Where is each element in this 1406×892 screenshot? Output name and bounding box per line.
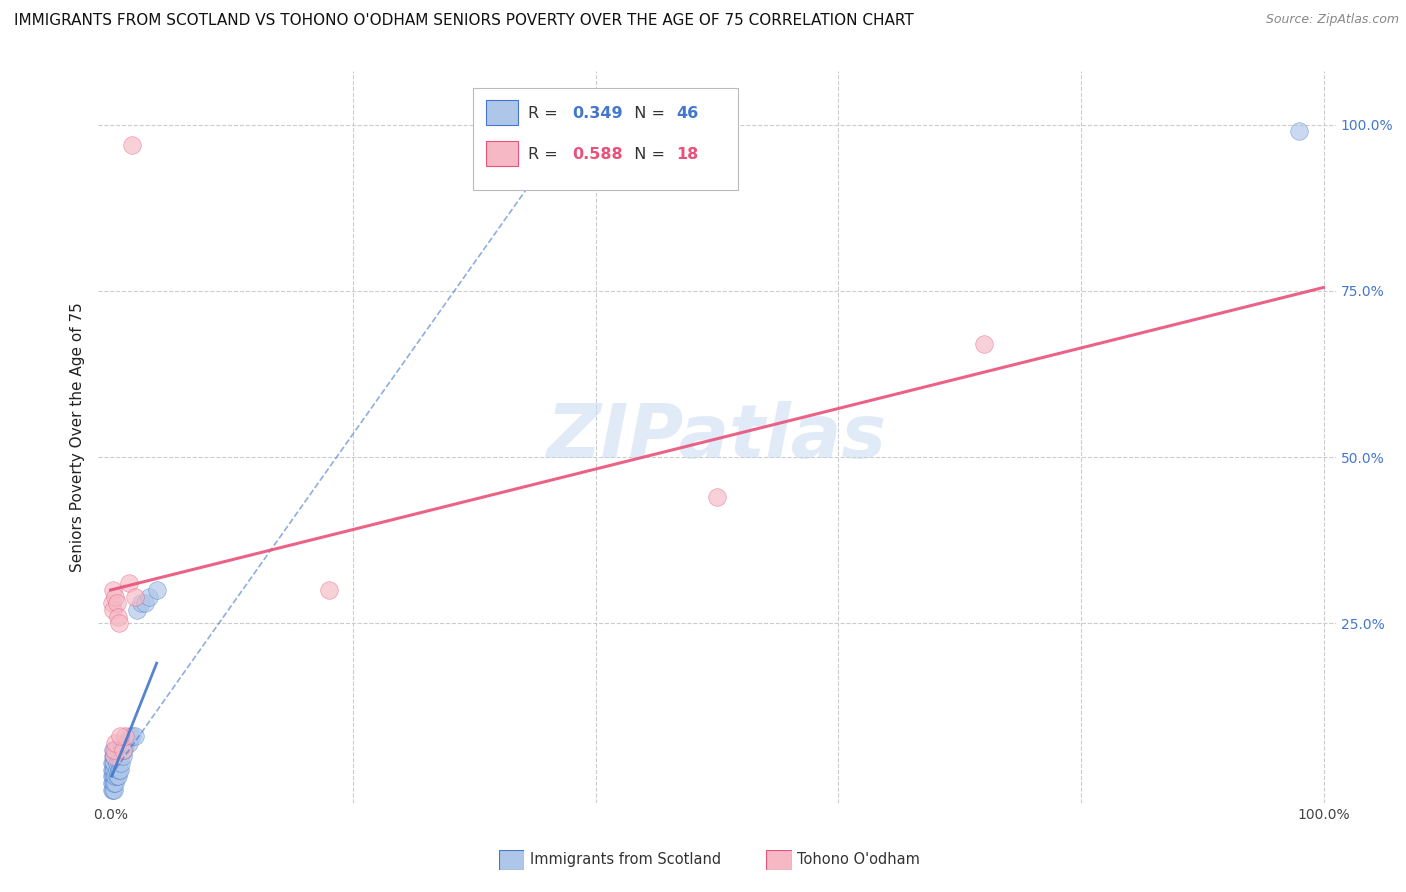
Point xyxy=(110,742,132,756)
Point xyxy=(101,782,124,797)
Point xyxy=(104,736,127,750)
Point xyxy=(105,763,128,777)
Point xyxy=(118,729,141,743)
Text: IMMIGRANTS FROM SCOTLAND VS TOHONO O'ODHAM SENIORS POVERTY OVER THE AGE OF 75 CO: IMMIGRANTS FROM SCOTLAND VS TOHONO O'ODH… xyxy=(14,13,914,29)
Point xyxy=(104,776,127,790)
Point xyxy=(110,729,132,743)
Point xyxy=(100,596,122,610)
Point xyxy=(103,756,125,770)
Point xyxy=(110,756,132,770)
Text: N =: N = xyxy=(624,146,671,161)
Point xyxy=(111,749,134,764)
Point xyxy=(101,742,124,756)
Text: Immigrants from Scotland: Immigrants from Scotland xyxy=(530,853,721,867)
Point xyxy=(108,756,131,770)
Point xyxy=(127,603,149,617)
Text: ZIPatlas: ZIPatlas xyxy=(547,401,887,474)
Point xyxy=(104,769,127,783)
Point xyxy=(100,782,122,797)
Point xyxy=(101,582,124,597)
Point xyxy=(101,749,124,764)
Point xyxy=(103,742,125,756)
Text: N =: N = xyxy=(624,105,671,120)
Point xyxy=(129,596,152,610)
Point xyxy=(108,763,131,777)
Point xyxy=(1288,124,1310,138)
Point xyxy=(105,756,128,770)
Point xyxy=(104,590,127,604)
Point xyxy=(124,729,146,743)
Point xyxy=(105,769,128,783)
Point xyxy=(103,776,125,790)
Point xyxy=(124,590,146,604)
Point xyxy=(101,603,124,617)
Point xyxy=(111,742,134,756)
FancyBboxPatch shape xyxy=(474,88,738,190)
Point xyxy=(101,769,124,783)
Text: R =: R = xyxy=(527,105,562,120)
Point xyxy=(100,769,122,783)
Point xyxy=(101,763,124,777)
Point xyxy=(118,736,141,750)
Point xyxy=(101,756,124,770)
Point xyxy=(103,749,125,764)
Point xyxy=(318,582,340,597)
FancyBboxPatch shape xyxy=(485,100,517,126)
Point xyxy=(110,763,132,777)
Point xyxy=(145,582,167,597)
Point xyxy=(973,337,995,351)
Point xyxy=(100,756,122,770)
Point xyxy=(100,776,122,790)
Point xyxy=(108,616,131,631)
FancyBboxPatch shape xyxy=(766,850,792,870)
Point xyxy=(107,749,129,764)
Text: Source: ZipAtlas.com: Source: ZipAtlas.com xyxy=(1265,13,1399,27)
Point xyxy=(115,736,138,750)
Point xyxy=(103,769,125,783)
Text: 46: 46 xyxy=(676,105,699,120)
Text: Tohono O'odham: Tohono O'odham xyxy=(797,853,920,867)
Point xyxy=(134,596,156,610)
Point xyxy=(105,596,128,610)
Point xyxy=(107,769,129,783)
FancyBboxPatch shape xyxy=(485,141,517,167)
Point xyxy=(706,490,728,504)
Point xyxy=(118,576,141,591)
Point xyxy=(112,742,135,756)
Point xyxy=(110,749,132,764)
Text: R =: R = xyxy=(527,146,562,161)
Point xyxy=(101,776,124,790)
Point xyxy=(103,749,125,764)
Y-axis label: Seniors Poverty Over the Age of 75: Seniors Poverty Over the Age of 75 xyxy=(70,302,86,572)
Point xyxy=(104,742,127,756)
Point xyxy=(114,736,136,750)
Point xyxy=(121,137,143,152)
Text: 0.349: 0.349 xyxy=(572,105,623,120)
Point xyxy=(100,763,122,777)
Point xyxy=(103,782,125,797)
Point xyxy=(121,729,143,743)
Text: 0.588: 0.588 xyxy=(572,146,623,161)
Point xyxy=(103,763,125,777)
Point xyxy=(138,590,160,604)
Text: 18: 18 xyxy=(676,146,699,161)
FancyBboxPatch shape xyxy=(499,850,524,870)
Point xyxy=(107,609,129,624)
Point xyxy=(114,729,136,743)
